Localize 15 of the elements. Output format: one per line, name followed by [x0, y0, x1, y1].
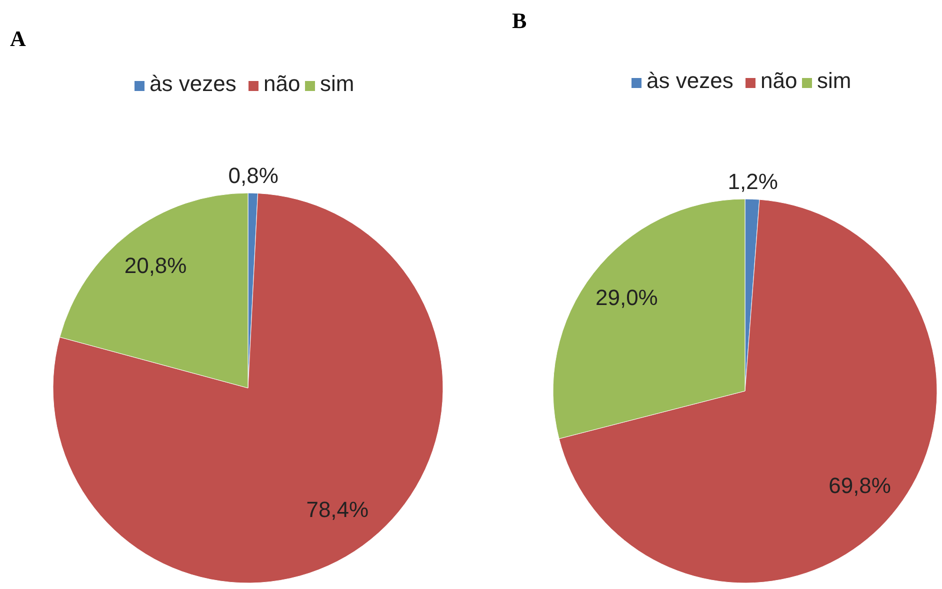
data-label: 69,8%	[828, 472, 891, 498]
data-label: 20,8%	[124, 253, 187, 278]
legend-label: não	[760, 68, 798, 93]
legend-label: às vezes	[150, 71, 236, 96]
chart-title: B	[512, 8, 527, 33]
legend-label: sim	[320, 71, 354, 96]
data-label: 78,4%	[306, 496, 369, 522]
legend-label: às vezes	[646, 68, 734, 93]
data-label: 0,8%	[228, 162, 278, 188]
data-label: 1,2%	[728, 168, 778, 194]
legend-label: sim	[817, 68, 852, 93]
chart-title: A	[10, 26, 26, 51]
legend-label: não	[264, 71, 300, 96]
pie-slice	[52, 192, 444, 584]
data-label: 29,0%	[595, 285, 658, 310]
